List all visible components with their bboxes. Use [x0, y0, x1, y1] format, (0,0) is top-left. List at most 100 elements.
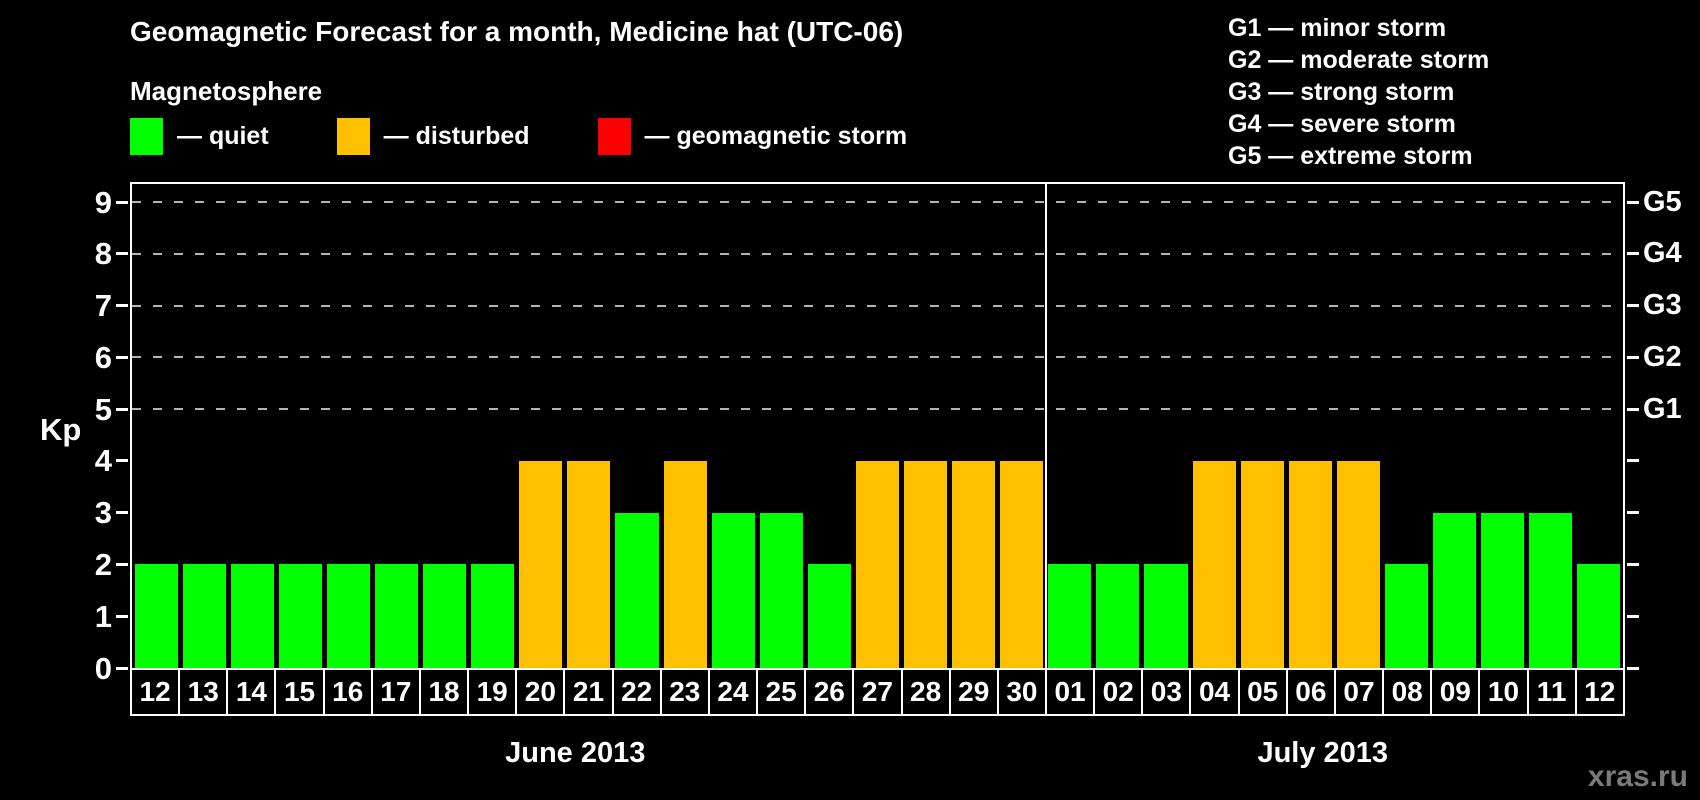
y-tick-right — [1627, 562, 1639, 566]
quiet-swatch — [130, 118, 163, 155]
legend-item-storm: — geomagnetic storm — [597, 118, 907, 155]
bar-slot — [421, 184, 469, 668]
day-label-cell: 12 — [132, 670, 181, 714]
kp-bar-day-04 — [1192, 460, 1236, 668]
y-tick-left — [116, 459, 128, 463]
y-tick-right — [1627, 355, 1639, 359]
day-label-cell: 15 — [276, 670, 325, 714]
storm-scale-line-g1: G1 — minor storm — [1228, 14, 1447, 42]
y-tick-left — [116, 562, 128, 566]
bar-slot — [1431, 184, 1479, 668]
gridline-kp8 — [132, 252, 1623, 255]
day-label-cell: 25 — [758, 670, 807, 714]
kp-bar-day-11 — [1529, 512, 1573, 668]
day-label-cell: 24 — [710, 670, 759, 714]
legend-label-quiet: — quiet — [177, 122, 269, 150]
storm-scale-line-g4: G4 — severe storm — [1228, 110, 1456, 138]
day-label-cell: 23 — [662, 670, 710, 714]
month-label: June 2013 — [505, 737, 646, 769]
kp-bar-day-18 — [423, 564, 467, 668]
kp-axis-title: Kp — [40, 412, 82, 447]
y-tick-right — [1627, 304, 1639, 308]
day-label-cell: 11 — [1529, 670, 1577, 714]
day-label-cell: 12 — [1584, 676, 1616, 707]
y-tick-label-5: 5 — [94, 391, 112, 427]
storm-scale-legend: G1 — minor storm G2 — moderate storm G3 … — [1228, 12, 1489, 172]
bar-slot — [228, 184, 276, 668]
bar-slot — [1142, 184, 1190, 668]
kp-bar-day-16 — [326, 564, 370, 668]
bar-slot — [469, 184, 517, 668]
kp-bar-day-03 — [1144, 564, 1188, 668]
bar-slot — [1382, 184, 1430, 668]
y-tick-left — [116, 614, 128, 618]
day-label-cell: 04 — [1191, 670, 1240, 714]
bar-slot — [661, 184, 709, 668]
kp-bar-day-12 — [1577, 564, 1621, 668]
bar-slot — [1238, 184, 1286, 668]
kp-bar-day-17 — [374, 564, 419, 668]
plot-inner: 0 1 2 3 4 5 G1 6 G2 7 G3 8 G4 9 G5 — [95, 184, 1682, 684]
day-label-cell: 18 — [421, 670, 470, 714]
kp-bar-day-07 — [1336, 460, 1380, 668]
storm-scale-line-g5: G5 — extreme storm — [1228, 142, 1473, 170]
day-label-cell: 08 — [1384, 670, 1433, 714]
bar-slot — [1479, 184, 1527, 668]
bar-slot — [757, 184, 805, 668]
gridline-kp9 — [132, 201, 1623, 204]
day-label-cell: 06 — [1288, 670, 1336, 714]
y-tick-label-3: 3 — [94, 495, 112, 531]
bar-slot — [1527, 184, 1575, 668]
bar-slot — [180, 184, 228, 668]
day-label-cell: 02 — [1095, 670, 1144, 714]
storm-scale-line-g2: G2 — moderate storm — [1228, 46, 1490, 74]
y-tick-left — [116, 407, 128, 411]
y-tick-left — [116, 666, 128, 670]
day-label-cell: 30 — [999, 670, 1047, 714]
disturbed-swatch — [336, 118, 370, 155]
y-tick-right — [1627, 511, 1639, 515]
y-tick-label-1: 1 — [94, 598, 112, 634]
day-label-cell: 03 — [1143, 670, 1192, 714]
y-tick-left — [116, 252, 128, 256]
kp-bar-day-28 — [904, 460, 948, 668]
bars-row — [132, 184, 1623, 668]
bar-slot — [1575, 184, 1623, 668]
kp-bar-day-24 — [711, 512, 755, 668]
day-label-cell: 29 — [951, 670, 999, 714]
y-tick-label-9: 9 — [94, 184, 112, 220]
kp-bar-day-02 — [1096, 564, 1140, 668]
bar-slot — [372, 184, 420, 668]
gridline-kp6 — [132, 356, 1623, 359]
bar-slot — [1286, 184, 1334, 668]
g-scale-label-g4: G4 — [1643, 237, 1682, 270]
kp-bar-day-06 — [1288, 460, 1332, 668]
g-scale-label-g2: G2 — [1643, 340, 1682, 373]
y-tick-left — [116, 304, 128, 308]
plot-area: 0 1 2 3 4 5 G1 6 G2 7 G3 8 G4 9 G5 — [95, 182, 1682, 684]
y-tick-label-8: 8 — [94, 236, 112, 272]
bar-slot — [517, 184, 565, 668]
y-tick-right — [1627, 200, 1639, 204]
legend-item-disturbed: — disturbed — [336, 118, 530, 155]
day-label-cell: 19 — [469, 670, 518, 714]
day-label-cell: 07 — [1336, 670, 1385, 714]
magnetosphere-label: Magnetosphere — [130, 76, 323, 106]
bar-slot — [276, 184, 324, 668]
magnetosphere-legend: — quiet — disturbed — geomagnetic storm — [130, 118, 907, 155]
y-tick-label-7: 7 — [94, 288, 112, 324]
kp-bar-day-08 — [1384, 564, 1429, 668]
bar-slot — [1334, 184, 1382, 668]
kp-bar-day-30 — [1000, 460, 1044, 668]
bar-slot — [1046, 184, 1094, 668]
bar-slot — [132, 184, 180, 668]
day-label-cell: 26 — [806, 670, 855, 714]
kp-bar-day-12 — [134, 564, 178, 668]
gridline-kp7 — [132, 304, 1623, 307]
y-tick-label-0: 0 — [94, 650, 112, 686]
month-axis: June 2013 July 2013 — [130, 716, 1625, 772]
day-axis: 12 13 14 15 16 17 18 19 20 21 22 23 24 25 26 27 28 29 30 01… — [130, 668, 1625, 716]
kp-bar-day-13 — [182, 564, 226, 668]
day-label-cell: 22 — [614, 670, 662, 714]
gridline-kp5 — [132, 408, 1623, 411]
